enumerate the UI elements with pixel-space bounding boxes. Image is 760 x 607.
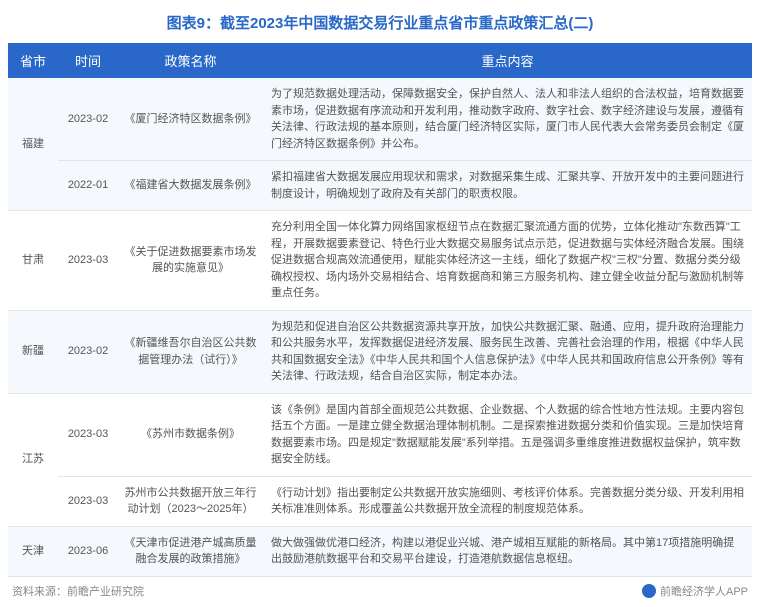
cell-province: 江苏 bbox=[8, 393, 58, 526]
header-content: 重点内容 bbox=[263, 43, 752, 78]
cell-time: 2023-03 bbox=[58, 393, 118, 476]
table-row: 2023-03 苏州市公共数据开放三年行动计划（2023～2025年） 《行动计… bbox=[8, 476, 752, 526]
table-wrapper: 省市 时间 政策名称 重点内容 福建 2023-02 《厦门经济特区数据条例》 … bbox=[0, 43, 760, 577]
cell-content: 紧扣福建省大数据发展应用现状和需求，对数据采集生成、汇聚共享、开放开发中的主要问… bbox=[263, 161, 752, 211]
cell-policy: 《福建省大数据发展条例》 bbox=[118, 161, 263, 211]
footer-app: 前瞻经济学人APP bbox=[642, 583, 748, 599]
table-row: 2022-01 《福建省大数据发展条例》 紧扣福建省大数据发展应用现状和需求，对… bbox=[8, 161, 752, 211]
footer-source: 资料来源：前瞻产业研究院 bbox=[12, 583, 144, 599]
cell-policy: 苏州市公共数据开放三年行动计划（2023～2025年） bbox=[118, 476, 263, 526]
cell-province: 天津 bbox=[8, 526, 58, 576]
cell-province: 新疆 bbox=[8, 310, 58, 393]
table-row: 江苏 2023-03 《苏州市数据条例》 该《条例》是国内首部全面规范公共数据、… bbox=[8, 393, 752, 476]
cell-policy: 《天津市促进港产城高质量融合发展的政策措施》 bbox=[118, 526, 263, 576]
cell-province: 福建 bbox=[8, 78, 58, 211]
cell-content: 充分利用全国一体化算力网络国家枢纽节点在数据汇聚流通方面的优势，立体化推动"东数… bbox=[263, 211, 752, 311]
logo-icon bbox=[642, 584, 656, 598]
cell-time: 2023-03 bbox=[58, 211, 118, 311]
cell-time: 2023-03 bbox=[58, 476, 118, 526]
table-row: 新疆 2023-02 《新疆维吾尔自治区公共数据管理办法（试行）》 为规范和促进… bbox=[8, 310, 752, 393]
cell-policy: 《苏州市数据条例》 bbox=[118, 393, 263, 476]
cell-content: 《行动计划》指出要制定公共数据开放实施细则、考核评价体系。完善数据分类分级、开发… bbox=[263, 476, 752, 526]
cell-content: 该《条例》是国内首部全面规范公共数据、企业数据、个人数据的综合性地方性法规。主要… bbox=[263, 393, 752, 476]
cell-time: 2023-02 bbox=[58, 78, 118, 161]
cell-content: 做大做强做优港口经济，构建以港促业兴城、港产城相互赋能的新格局。其中第17项措施… bbox=[263, 526, 752, 576]
cell-content: 为规范和促进自治区公共数据资源共享开放，加快公共数据汇聚、融通、应用，提升政府治… bbox=[263, 310, 752, 393]
cell-time: 2023-06 bbox=[58, 526, 118, 576]
footer: 资料来源：前瞻产业研究院 前瞻经济学人APP bbox=[0, 577, 760, 607]
cell-content: 为了规范数据处理活动，保障数据安全，保护自然人、法人和非法人组织的合法权益，培育… bbox=[263, 78, 752, 161]
table-row: 天津 2023-06 《天津市促进港产城高质量融合发展的政策措施》 做大做强做优… bbox=[8, 526, 752, 576]
policy-table: 省市 时间 政策名称 重点内容 福建 2023-02 《厦门经济特区数据条例》 … bbox=[8, 43, 752, 577]
table-header-row: 省市 时间 政策名称 重点内容 bbox=[8, 43, 752, 78]
cell-time: 2022-01 bbox=[58, 161, 118, 211]
cell-province: 甘肃 bbox=[8, 211, 58, 311]
table-row: 福建 2023-02 《厦门经济特区数据条例》 为了规范数据处理活动，保障数据安… bbox=[8, 78, 752, 161]
cell-policy: 《新疆维吾尔自治区公共数据管理办法（试行）》 bbox=[118, 310, 263, 393]
footer-app-text: 前瞻经济学人APP bbox=[660, 583, 748, 599]
header-policy: 政策名称 bbox=[118, 43, 263, 78]
cell-time: 2023-02 bbox=[58, 310, 118, 393]
cell-policy: 《厦门经济特区数据条例》 bbox=[118, 78, 263, 161]
chart-title: 图表9：截至2023年中国数据交易行业重点省市重点政策汇总(二) bbox=[0, 0, 760, 43]
header-province: 省市 bbox=[8, 43, 58, 78]
table-row: 甘肃 2023-03 《关于促进数据要素市场发展的实施意见》 充分利用全国一体化… bbox=[8, 211, 752, 311]
cell-policy: 《关于促进数据要素市场发展的实施意见》 bbox=[118, 211, 263, 311]
header-time: 时间 bbox=[58, 43, 118, 78]
